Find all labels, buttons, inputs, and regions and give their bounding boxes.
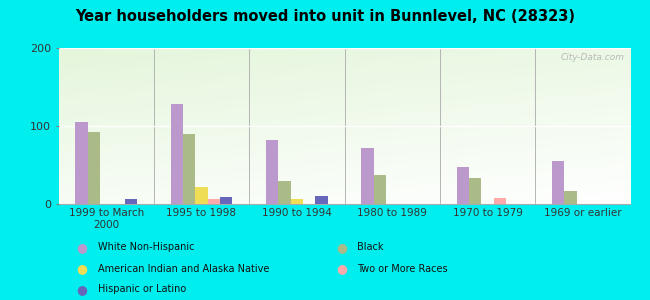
Text: Year householders moved into unit in Bunnlevel, NC (28323): Year householders moved into unit in Bun… [75, 9, 575, 24]
Bar [195, 187, 208, 204]
Text: ●: ● [336, 262, 346, 275]
Bar [291, 199, 303, 204]
Bar [361, 148, 374, 204]
Text: City-Data.com: City-Data.com [561, 53, 625, 62]
Bar [125, 199, 137, 204]
Bar [266, 140, 278, 204]
Text: ●: ● [76, 283, 86, 296]
Bar [552, 161, 564, 204]
Bar [278, 181, 291, 204]
Text: American Indian and Alaska Native: American Indian and Alaska Native [98, 263, 269, 274]
Text: ●: ● [76, 262, 86, 275]
Bar [469, 178, 481, 204]
Bar [315, 196, 328, 204]
Bar [88, 132, 100, 204]
Bar [208, 199, 220, 204]
Text: Black: Black [358, 242, 384, 253]
Bar [494, 198, 506, 204]
Bar [75, 122, 88, 204]
Bar [456, 167, 469, 204]
Text: Hispanic or Latino: Hispanic or Latino [98, 284, 186, 295]
Bar [170, 104, 183, 204]
Bar [564, 191, 577, 204]
Text: ●: ● [336, 241, 346, 254]
Bar [374, 175, 386, 204]
Bar [220, 197, 233, 204]
Bar [183, 134, 195, 204]
Text: White Non-Hispanic: White Non-Hispanic [98, 242, 194, 253]
Text: ●: ● [76, 241, 86, 254]
Text: Two or More Races: Two or More Races [358, 263, 448, 274]
